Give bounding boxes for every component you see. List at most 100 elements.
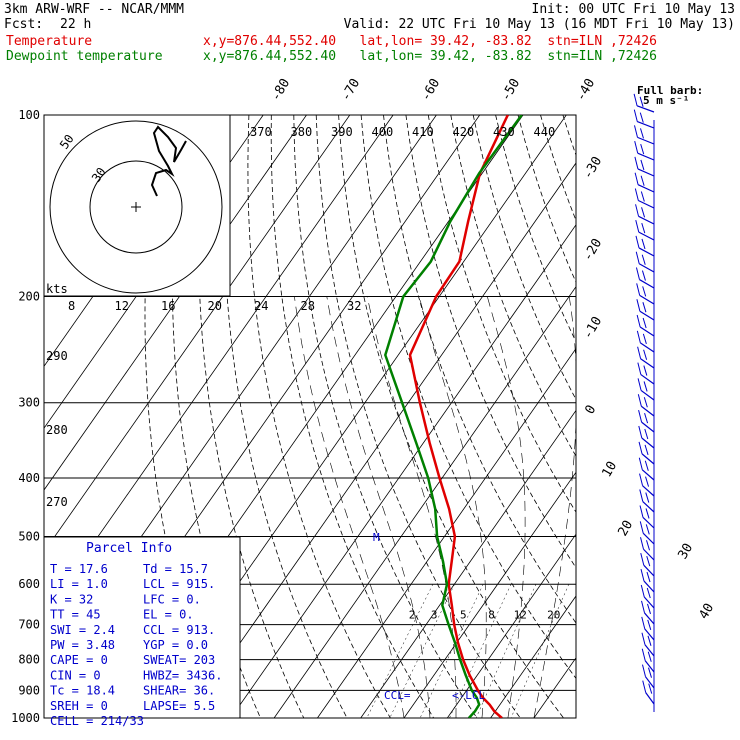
wind-barb-feather [640,144,645,155]
wind-barb-feather [639,505,644,518]
wind-barb-feather [644,413,649,424]
wind-barb-flag [645,676,655,689]
isotherm-label: 40 [696,601,717,622]
wind-barb-flag [641,437,655,449]
dry-adiabat [247,115,391,718]
parcel-info-value: CAPE = 0 [50,653,108,667]
hodograph-ring-label: 50 [57,132,77,152]
wind-barb-flag [639,294,655,305]
wind-barb-feather [645,492,650,503]
wind-barb-flag [638,199,655,209]
theta-label: 410 [412,125,434,139]
wind-barb-flag [642,532,655,545]
dry-adiabat [293,115,478,718]
wind-barb-flag [641,421,655,433]
isotherm-line [490,595,576,718]
wind-barb-flag [638,263,655,273]
wind-barb-feather [640,584,645,598]
theta-label: 400 [372,125,394,139]
dewpoint-profile [384,115,523,718]
parcel-info-value: CIN = 0 [50,668,101,682]
wind-barb-feather [643,365,648,376]
isotherm-label: -80 [268,76,293,104]
wind-barb-feather [640,128,644,139]
parcel-info-value: SWEAT= 203 [143,653,215,667]
pressure-tick-label: 1000 [11,711,40,725]
isotherm-line [446,533,576,718]
isotherm-label: -10 [580,314,605,342]
hodograph-scale-label: 12 [115,299,129,313]
parcel-info-value: EL = 0. [143,608,194,622]
theta-label: 380 [291,125,313,139]
wind-barb-flag [644,644,655,657]
dry-adiabat [585,115,740,718]
wind-barb-flag [637,184,655,193]
temperature-profile [408,115,509,718]
isotherm-label: -30 [580,154,605,182]
mixing-ratio-label: 12 [514,609,527,622]
wind-barb-flag [642,517,655,529]
wind-barb-feather [644,460,649,471]
theta-label: 370 [250,125,272,139]
background-grid [44,115,740,718]
wind-barb-flag [640,358,655,369]
parcel-info-value: LAPSE= 5.5 [143,699,215,713]
parcel-info-value: TT = 45 [50,608,101,622]
isotherm-line [577,115,740,718]
wind-barb-flag [637,121,655,129]
parcel-info-value: SWI = 2.4 [50,623,115,637]
wind-barb-feather [633,109,638,122]
mixing-ratio-label: 5 [460,609,467,622]
wind-barb-feather [635,219,640,233]
pressure-tick-label: 800 [18,653,40,667]
moist-adiabat [487,296,526,718]
pressure-tick-label: 100 [18,108,40,122]
ccl-marker: CCL= [384,689,411,702]
wind-barbs: Full barb:5 m s⁻¹ [633,84,703,712]
wind-barb-flag [639,326,655,337]
forecast-hour: 22 h [60,17,92,32]
wind-barb-flag [640,374,655,385]
dewpoint-legend-label: Dewpoint temperature [6,49,163,64]
wind-barb-feather [648,683,653,694]
wind-barb-feather [642,302,647,313]
dry-adiabat [472,115,576,401]
mixing-ratio-line [510,584,570,718]
parcel-info-value: PW = 3.48 [50,638,115,652]
dry-adiabat [608,115,740,718]
wind-barb-flag [640,405,655,417]
isotherm-label: -20 [580,236,605,264]
moist-adiabat [294,296,405,718]
wind-barb-feather [637,346,642,359]
isotherm-label: 30 [675,541,696,562]
wind-barb-feather [640,159,645,171]
dry-adiabat [495,115,576,343]
isotherm-label: 20 [615,518,636,539]
moist-adiabat [418,296,487,718]
wind-barb-flag [638,215,655,225]
mixing-ratio-line [366,584,434,718]
wind-barb-feather [644,444,649,456]
wind-barb-feather [641,632,646,645]
valid-time: Valid: 22 UTC Fri 10 May 13 (16 MDT Fri … [343,17,735,32]
dry-adiabat [562,115,576,157]
parcel-info-value: K = 32 [50,592,93,606]
dewpoint-legend-location: x,y=876.44,552.40 lat,lon= 39.42, -83.82… [203,49,657,64]
wind-barb-flag [644,660,655,673]
isotherm-label: 10 [599,459,620,480]
wind-barb-feather [636,299,641,312]
dry-adiabat [198,115,305,718]
pressure-tick-label: 700 [18,618,40,632]
el-marker: M [373,531,380,544]
model-title: 3km ARW-WRF -- NCAR/MMM [4,2,185,17]
theta-label: 430 [493,125,515,139]
wind-barb-flag [641,469,655,481]
theta-label: 270 [46,495,68,509]
parcel-info-value: SREH = 0 [50,699,108,713]
hodograph-ring [49,120,223,294]
wind-barb-feather [642,286,647,297]
wind-barb-flag [643,548,655,561]
mixing-ratio-label: 2 [409,609,416,622]
dry-adiabat [653,115,740,718]
dry-adiabat [270,115,435,718]
